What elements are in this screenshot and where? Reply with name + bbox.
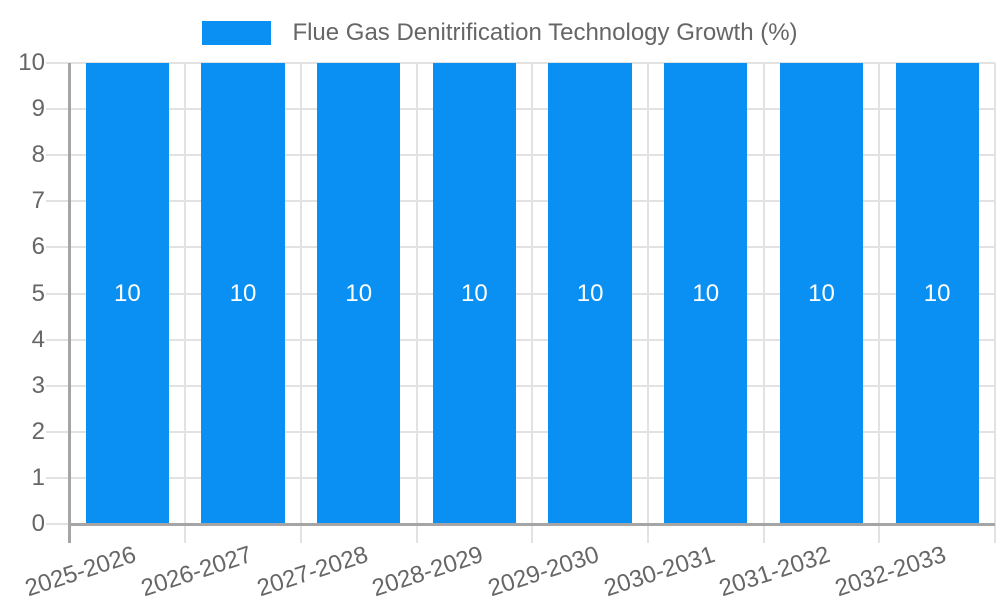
v-gridline xyxy=(994,63,996,543)
legend-label: Flue Gas Denitrification Technology Grow… xyxy=(292,19,798,46)
bar-value-label: 10 xyxy=(692,279,720,307)
legend-swatch xyxy=(202,21,272,45)
y-tick-label: 6 xyxy=(31,233,45,261)
v-gridline xyxy=(415,63,418,543)
legend-item[interactable]: Flue Gas Denitrification Technology Grow… xyxy=(0,14,1000,52)
v-gridline xyxy=(646,63,649,543)
bar-value-label: 10 xyxy=(808,279,835,307)
y-tick-label: 9 xyxy=(31,95,45,123)
h-gridline xyxy=(45,384,995,387)
y-axis-line xyxy=(68,63,71,543)
v-gridline xyxy=(184,63,187,543)
bar-value-label: 10 xyxy=(345,279,373,307)
h-gridline xyxy=(45,338,995,341)
bar[interactable]: 10 xyxy=(895,63,979,524)
y-tick-label: 7 xyxy=(31,187,45,215)
y-tick-label: 1 xyxy=(31,463,45,491)
y-tick-label: 0 xyxy=(31,510,45,537)
h-gridline xyxy=(45,430,995,433)
bar[interactable]: 10 xyxy=(779,63,864,524)
v-gridline xyxy=(299,63,302,543)
y-tick-label: 2 xyxy=(31,417,45,445)
h-gridline xyxy=(45,200,995,203)
h-gridline xyxy=(45,476,995,479)
h-gridline xyxy=(45,292,995,295)
y-tick-label: 3 xyxy=(31,371,45,399)
bar-value-label: 10 xyxy=(923,279,951,307)
x-axis-line xyxy=(68,522,995,526)
y-tick-label: 5 xyxy=(31,279,45,307)
y-tick-label: 4 xyxy=(31,325,45,353)
bar-value-label: 10 xyxy=(576,279,604,307)
h-gridline xyxy=(45,108,995,111)
bar[interactable]: 10 xyxy=(548,63,632,524)
bar[interactable]: 10 xyxy=(201,63,285,524)
bar[interactable]: 10 xyxy=(432,63,517,524)
h-gridline xyxy=(45,246,995,249)
v-gridline xyxy=(878,63,881,543)
y-tick-label: 10 xyxy=(18,49,45,76)
h-gridline xyxy=(45,154,995,157)
v-gridline xyxy=(762,63,765,543)
bar-value-label: 10 xyxy=(113,279,141,307)
v-gridline xyxy=(531,63,534,543)
bar[interactable]: 10 xyxy=(85,63,169,524)
bar[interactable]: 10 xyxy=(317,63,401,524)
bar-value-label: 10 xyxy=(229,279,257,307)
bar[interactable]: 10 xyxy=(664,63,748,524)
h-gridline xyxy=(45,62,995,64)
y-tick-label: 8 xyxy=(31,141,45,169)
bar-value-label: 10 xyxy=(461,279,488,307)
